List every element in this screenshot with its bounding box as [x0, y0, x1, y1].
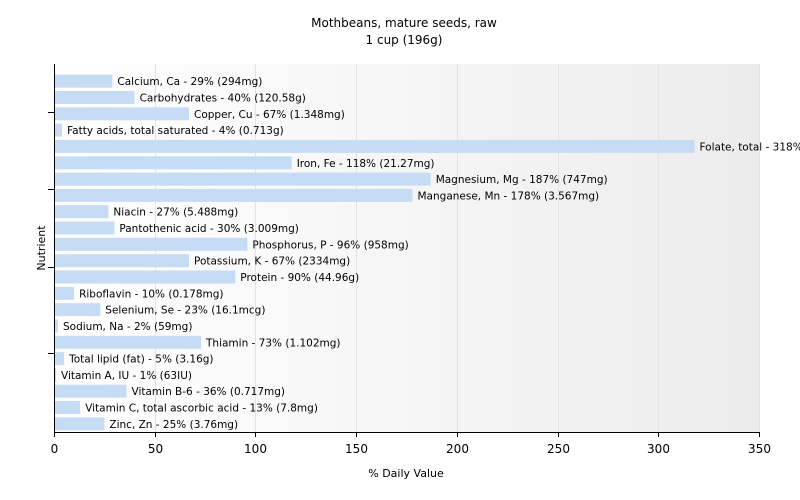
bar: [55, 107, 189, 121]
bar-label: Copper, Cu - 67% (1.348mg): [194, 109, 345, 121]
bar: [55, 74, 113, 88]
bar: [55, 352, 65, 366]
bar-label: Phosphorus, P - 96% (958mg): [252, 239, 408, 251]
bar-label: Pantothenic acid - 30% (3.009mg): [119, 223, 298, 235]
bar-label: Manganese, Mn - 178% (3.567mg): [418, 190, 600, 202]
x-tick-label: 300: [647, 442, 670, 456]
bar-label: Potassium, K - 67% (2334mg): [194, 256, 350, 268]
bar-label: Riboflavin - 10% (0.178mg): [79, 288, 223, 300]
bar-label: Folate, total - 318% (1272mcg): [700, 141, 800, 153]
bar: [55, 384, 127, 398]
chart-subtitle: 1 cup (196g): [366, 33, 443, 47]
grid: [155, 64, 760, 432]
bar-label: Vitamin C, total ascorbic acid - 13% (7.…: [85, 403, 318, 415]
y-axis-title: Nutrient: [35, 225, 48, 271]
bar: [55, 401, 81, 414]
bar: [55, 319, 58, 333]
bar-label: Protein - 90% (44.96g): [240, 272, 359, 284]
bar-label: Iron, Fe - 118% (21.27mg): [297, 158, 435, 170]
bar-label: Zinc, Zn - 25% (3.76mg): [109, 419, 238, 431]
bar: [55, 221, 115, 235]
bar: [55, 205, 109, 219]
x-tick-label: 200: [446, 442, 469, 456]
bar-label: Sodium, Na - 2% (59mg): [63, 321, 192, 333]
bars: Calcium, Ca - 29% (294mg) Carbohydrates -…: [55, 74, 800, 431]
bar: [55, 237, 248, 251]
bar: [55, 335, 201, 349]
bar: [55, 91, 135, 104]
bar: [55, 172, 431, 186]
x-tick-label: 350: [748, 442, 771, 456]
x-tick-label: 150: [345, 442, 368, 456]
bar: [55, 270, 236, 284]
x-tick-label: 50: [148, 442, 163, 456]
bar: [55, 123, 63, 137]
bar: [55, 156, 292, 170]
bar-label: Thiamin - 73% (1.102mg): [205, 337, 341, 349]
bar: [55, 303, 101, 317]
x-tick-label: 100: [244, 442, 267, 456]
bar: [55, 368, 56, 382]
bar-label: Vitamin B-6 - 36% (0.717mg): [132, 386, 286, 398]
axes: 0 50 100 150 200 250 300 350: [48, 64, 771, 456]
bar: [55, 188, 413, 202]
bar-label: Total lipid (fat) - 5% (3.16g): [68, 354, 213, 366]
bar-label: Carbohydrates - 40% (120.58g): [140, 93, 306, 105]
bar-label: Calcium, Ca - 29% (294mg): [117, 76, 262, 88]
bar: [55, 286, 75, 300]
bar-label: Fatty acids, total saturated - 4% (0.713…: [67, 125, 284, 137]
x-tick-label: 0: [51, 442, 59, 456]
bar: [55, 254, 189, 268]
bar: [55, 139, 695, 153]
bar: [55, 417, 105, 431]
bar-label: Magnesium, Mg - 187% (747mg): [436, 174, 608, 186]
bar-label: Vitamin A, IU - 1% (63IU): [61, 370, 192, 382]
bar-label: Niacin - 27% (5.488mg): [113, 207, 238, 219]
x-tick-label: 250: [547, 442, 570, 456]
bar-label: Selenium, Se - 23% (16.1mcg): [105, 305, 265, 317]
chart-title: Mothbeans, mature seeds, raw: [311, 16, 497, 30]
x-axis-title: % Daily Value: [368, 467, 444, 480]
